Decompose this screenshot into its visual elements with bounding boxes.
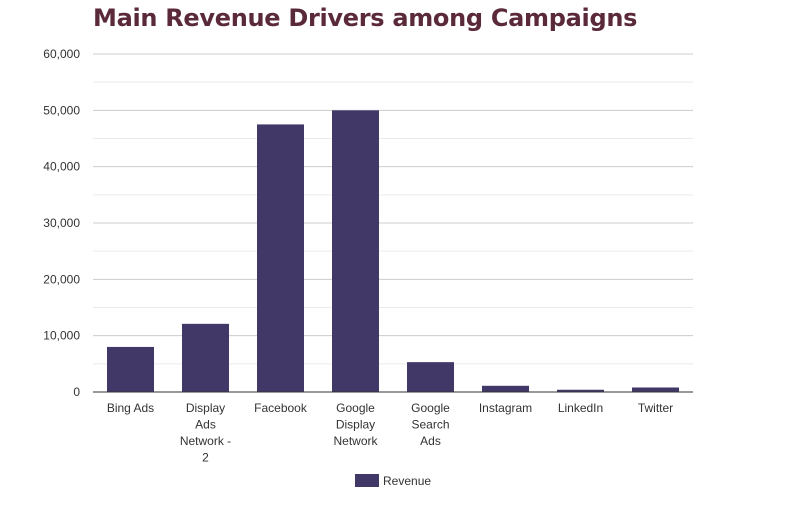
y-tick-label: 20,000 (43, 272, 80, 286)
y-tick-label: 0 (73, 385, 80, 399)
bar-instagram (482, 385, 529, 392)
bar-twitter (632, 387, 679, 392)
x-tick-label: Bing Ads (107, 401, 154, 415)
y-tick-label: 10,000 (43, 329, 80, 343)
bar-google-search-ads (407, 362, 454, 392)
chart-title: Main Revenue Drivers among Campaigns (93, 4, 638, 32)
bar-linkedin (557, 389, 604, 392)
bar-google-display-network (332, 110, 379, 392)
y-tick-label: 50,000 (43, 103, 80, 117)
x-tick-label: Display Ads Network -2 (180, 401, 231, 465)
bar-facebook (257, 124, 304, 393)
legend: Revenue (355, 474, 431, 488)
y-tick-label: 30,000 (43, 216, 80, 230)
legend-swatch-revenue (355, 474, 379, 487)
y-axis-tick-labels: 0 10,000 20,000 30,000 40,000 50,000 60,000 (43, 47, 80, 399)
x-tick-label: Twitter (638, 401, 673, 415)
x-tick-label: Google Search Ads (411, 401, 450, 448)
x-tick-label: Facebook (254, 401, 308, 415)
gridlines (93, 53, 693, 365)
x-tick-label: Instagram (479, 401, 532, 415)
bar-display-ads-network-2 (182, 323, 229, 392)
x-axis-category-labels: Bing Ads Display Ads Network -2 Facebook Goog… (107, 401, 673, 465)
x-tick-label: Google Display Network (333, 401, 378, 448)
y-tick-label: 60,000 (43, 47, 80, 61)
y-tick-label: 40,000 (43, 160, 80, 174)
bar-bing-ads (107, 346, 154, 392)
bars (107, 110, 679, 393)
legend-label-revenue: Revenue (383, 474, 431, 488)
x-tick-label: LinkedIn (558, 401, 603, 415)
